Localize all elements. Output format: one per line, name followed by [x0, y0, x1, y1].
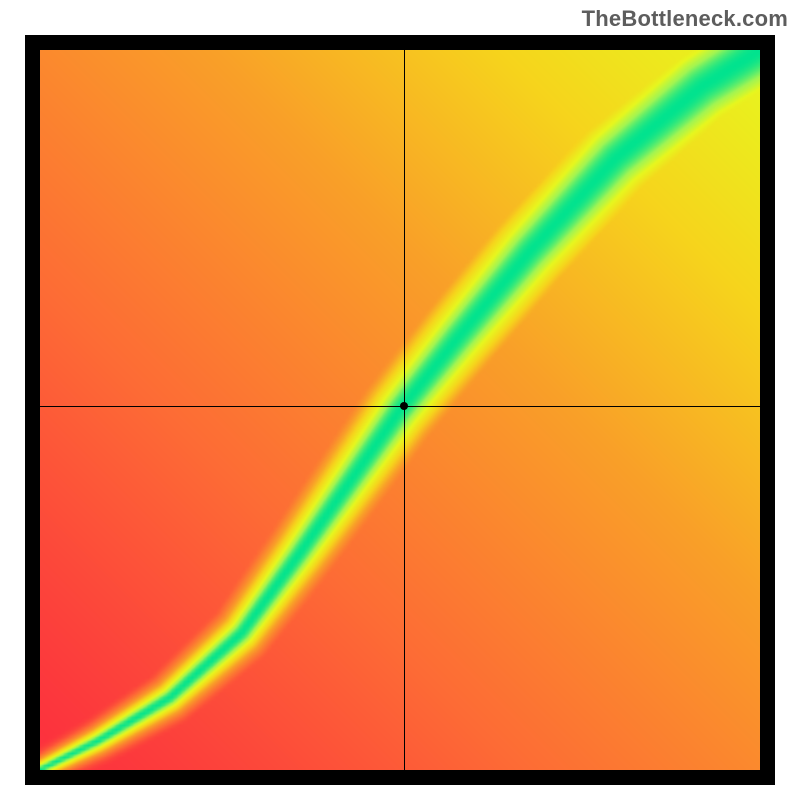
plot-area [40, 50, 760, 770]
chart-container: TheBottleneck.com [0, 0, 800, 800]
attribution-text: TheBottleneck.com [582, 6, 788, 32]
heatmap-canvas [40, 50, 760, 770]
chart-frame [25, 35, 775, 785]
